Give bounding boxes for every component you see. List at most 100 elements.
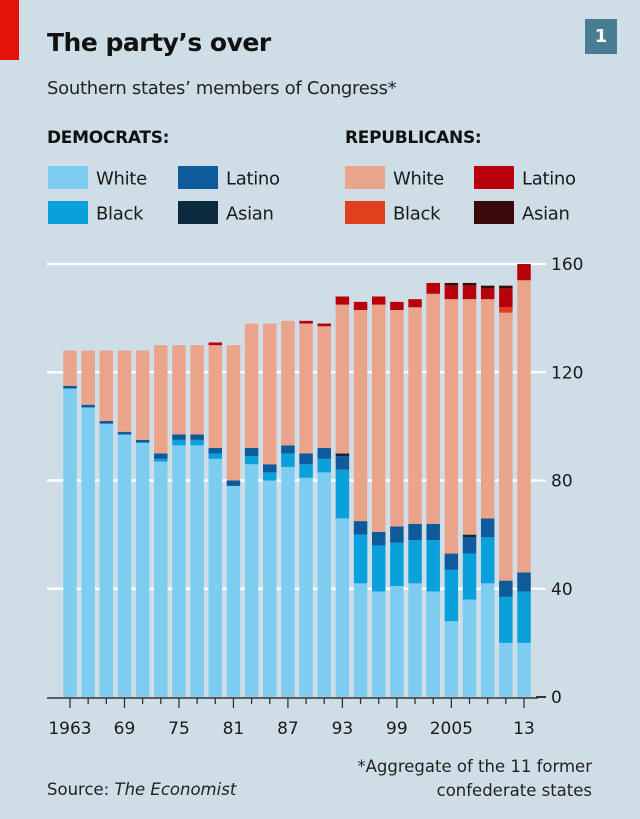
bar-segment: [462, 553, 477, 600]
bar-segment: [462, 285, 477, 300]
bar-segment: [335, 518, 350, 697]
bar-segment: [299, 464, 313, 478]
x-tick-label: 2005: [430, 719, 473, 739]
bar-segment: [172, 439, 186, 446]
bar-segment: [408, 307, 422, 524]
legend-item-rep-white: White: [345, 166, 444, 191]
bar-segment: [371, 545, 386, 592]
y-tick-label: 40: [551, 580, 573, 600]
bar-segment: [408, 540, 422, 584]
red-accent-tab: [0, 0, 19, 60]
bar-segment: [99, 350, 114, 421]
bar-segment: [390, 526, 404, 543]
legend-swatch: [48, 166, 88, 189]
bar-segment: [444, 285, 459, 300]
bar-segment: [226, 345, 241, 481]
bar-segment: [299, 477, 313, 697]
legend-item-rep-asian: Asian: [474, 201, 570, 226]
bar-segment: [172, 445, 186, 697]
y-tick-label: 0: [551, 688, 562, 708]
bar-segment: [353, 521, 368, 535]
bar-segment: [426, 293, 440, 524]
x-tick-label: 75: [168, 719, 190, 739]
legend-item-dem-asian: Asian: [178, 201, 274, 226]
bar-segment: [117, 431, 132, 435]
bar-segment: [117, 350, 132, 432]
axes: 1963 69 75 81 87 93 99 2005 13 0 40 80 120 160: [47, 255, 583, 739]
legend-label: Latino: [522, 168, 576, 190]
bar-segment: [317, 448, 331, 459]
bar-segment: [335, 469, 350, 519]
bar-segment: [390, 301, 404, 311]
legend-item-dem-black: Black: [48, 201, 144, 226]
bar-segment: [371, 304, 386, 532]
bar-segment: [426, 540, 440, 592]
bar-segment: [444, 299, 459, 554]
bar-segment: [480, 537, 495, 584]
bar-segment: [353, 583, 368, 697]
legend-swatch: [48, 201, 88, 224]
bar-segment: [371, 591, 386, 697]
footnote: *Aggregate of the 11 former confederate s…: [357, 755, 592, 803]
bar-segment: [371, 296, 386, 305]
bar-segment: [353, 301, 368, 311]
legend-heading-democrats: DEMOCRATS:: [47, 128, 170, 148]
bar-segment: [154, 458, 168, 462]
bar-segment: [226, 485, 241, 697]
bar-segment: [208, 458, 223, 697]
x-tick-label: 69: [114, 719, 136, 739]
bar-segment: [244, 464, 259, 697]
bar-segment: [353, 310, 368, 522]
bar-segment: [444, 569, 459, 622]
bar-segment: [244, 456, 259, 465]
bar-segment: [480, 518, 495, 538]
x-tick-label: 81: [223, 719, 245, 739]
bar-segment: [462, 534, 477, 538]
y-tick-label: 160: [551, 255, 583, 275]
y-tick-label: 120: [551, 363, 583, 383]
bar-segment: [154, 453, 168, 459]
bar-segment: [135, 350, 150, 440]
bar-segment: [208, 342, 223, 346]
x-tick-label: 1963: [48, 719, 91, 739]
legend-label: White: [393, 168, 444, 190]
bar-segment: [408, 523, 422, 541]
legend-item-dem-white: White: [48, 166, 147, 191]
bar-segment: [517, 591, 531, 643]
bar-segment: [244, 448, 259, 457]
bar-segment: [426, 282, 440, 294]
bar-segment: [462, 599, 477, 697]
legend-heading-republicans: REPUBLICANS:: [345, 128, 482, 148]
bar-segment: [244, 323, 259, 449]
chart-subtitle: Southern states’ members of Congress*: [47, 78, 397, 99]
legend-item-rep-latino: Latino: [474, 166, 576, 191]
bar-segment: [499, 307, 513, 313]
bar-segment: [408, 299, 422, 308]
legend-swatch: [178, 201, 218, 224]
legend-label: Asian: [226, 203, 274, 225]
bar-segment: [190, 445, 204, 697]
bar-segment: [190, 439, 204, 446]
bar-segment: [190, 434, 204, 440]
bar-segment: [353, 534, 368, 584]
bar-segment: [499, 580, 513, 597]
bar-segment: [426, 591, 440, 697]
bar-segment: [335, 453, 350, 457]
bar-segment: [444, 621, 459, 697]
bar-segment: [517, 264, 531, 281]
legend-swatch: [345, 166, 385, 189]
bar-segment: [208, 453, 223, 459]
source-prefix: Source:: [47, 780, 115, 799]
bar-segment: [480, 285, 495, 289]
bar-segment: [462, 537, 477, 554]
bar-segment: [335, 456, 350, 470]
chart-title: The party’s over: [47, 28, 271, 57]
legend-swatch: [474, 201, 514, 224]
bar-segment: [154, 461, 168, 697]
bar-segment: [462, 299, 477, 535]
bar-segment: [335, 296, 350, 305]
bars: [63, 264, 531, 697]
bar-segment: [172, 345, 186, 435]
bar-segment: [317, 326, 331, 449]
bar-segment: [135, 439, 150, 443]
